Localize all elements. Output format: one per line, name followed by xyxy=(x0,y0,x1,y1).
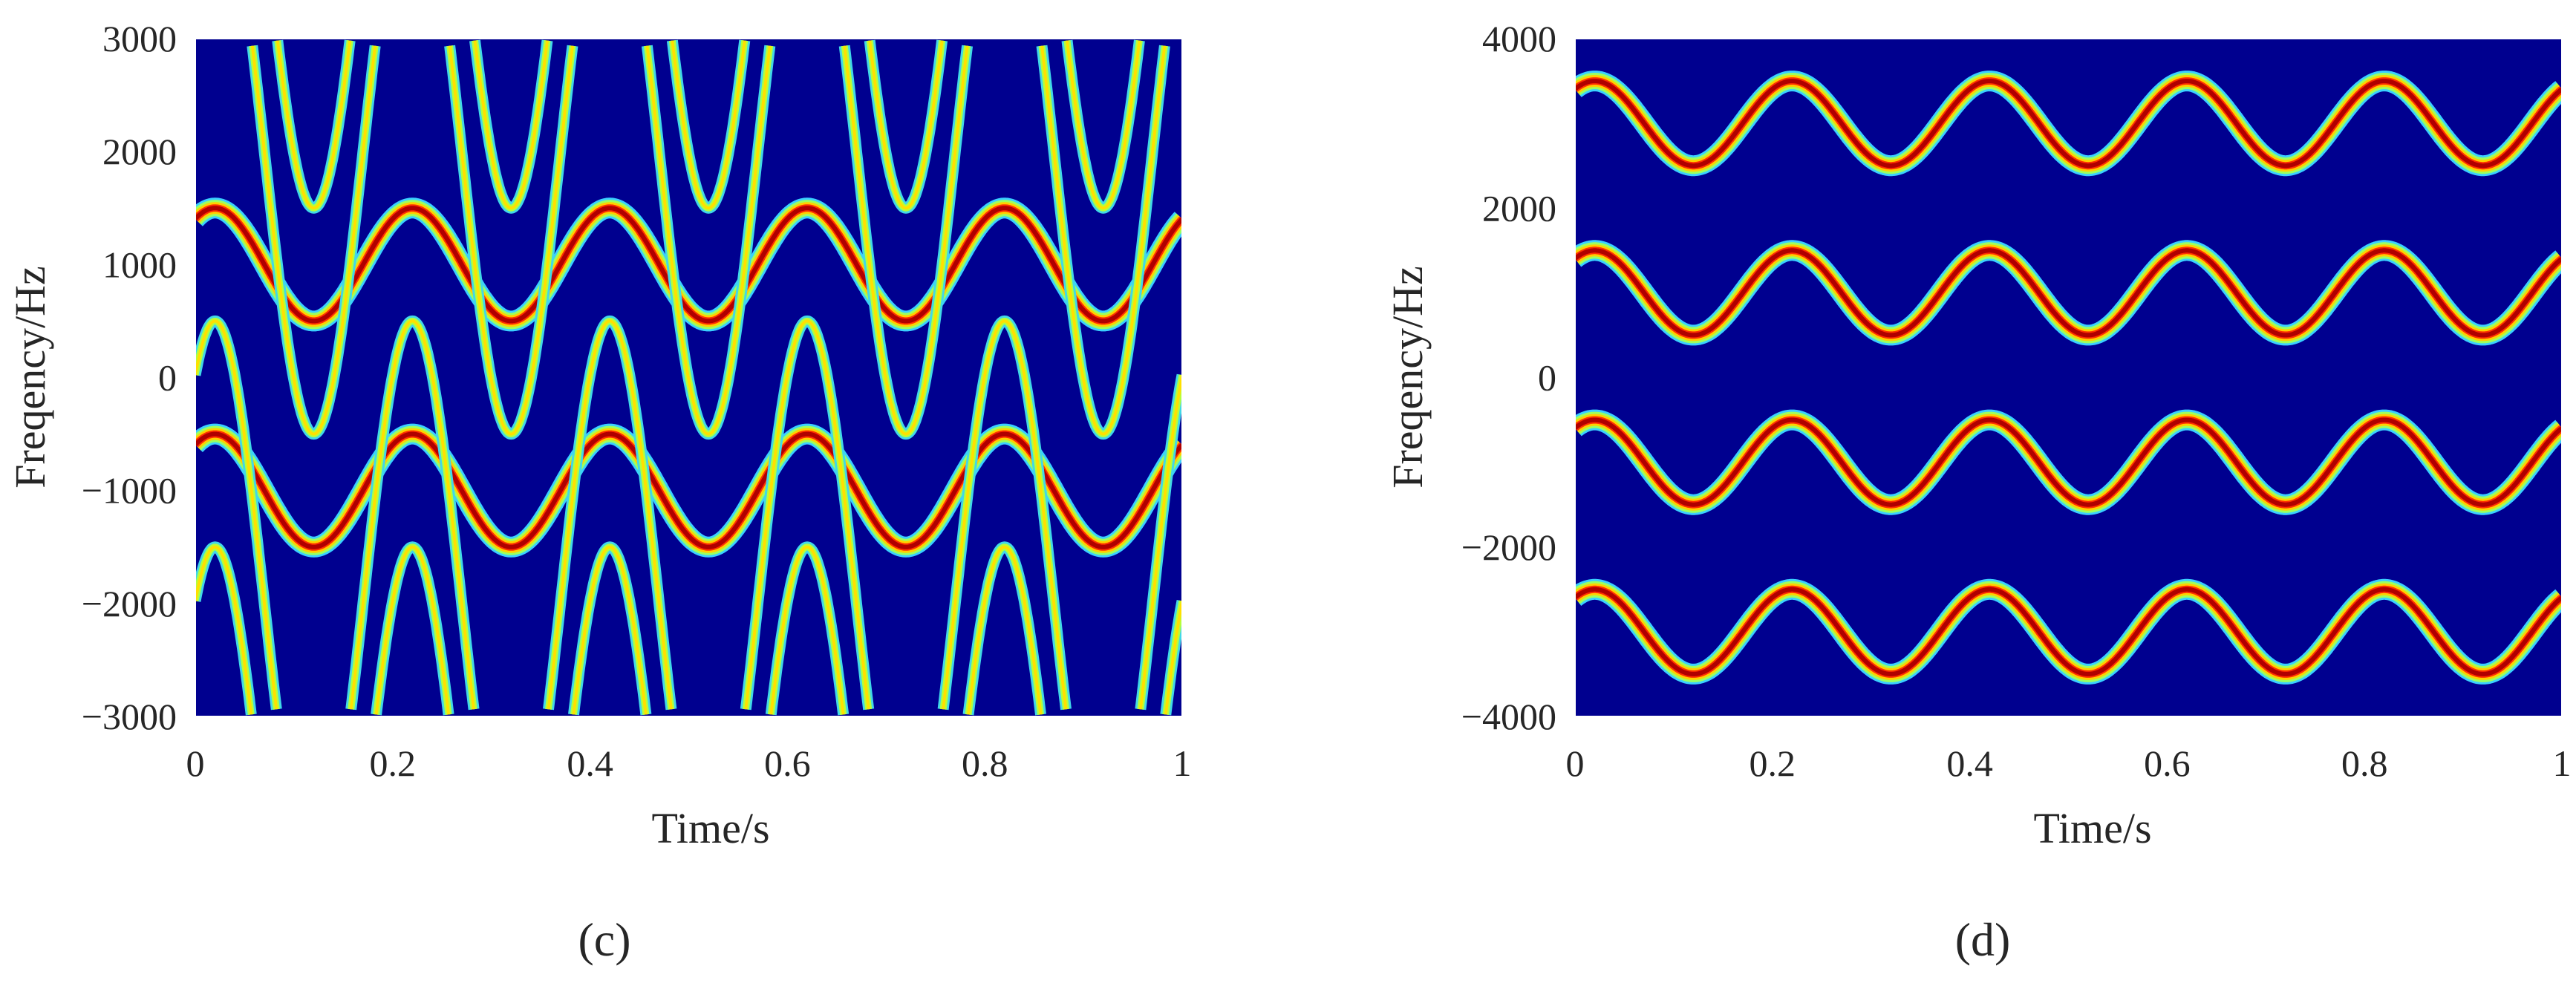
y-tick-label: 4000 xyxy=(1482,18,1556,59)
plot-area-frame xyxy=(1574,38,2563,717)
y-tick-label: 1000 xyxy=(102,244,177,285)
y-tick-label: −2000 xyxy=(82,583,177,624)
ridge-series-2 xyxy=(195,45,1182,716)
chart-panel-d: 4000 2000 0 −2000 −4000 0 0.2 0.4 0.6 0.8 1 Freqe… xyxy=(1383,18,2572,966)
ridge-series-2 xyxy=(1575,409,2562,515)
x-tick-labels: 0 0.2 0.4 0.6 0.8 1 xyxy=(186,742,1192,784)
y-tick-label: −4000 xyxy=(1461,696,1556,737)
y-tick-label: 0 xyxy=(1538,357,1556,399)
x-tick-label: 0.8 xyxy=(2341,742,2388,784)
x-tick-label: 0.2 xyxy=(1750,742,1796,784)
ridge-band xyxy=(1575,248,2562,338)
y-tick-label: 3000 xyxy=(102,18,177,59)
x-tick-label: 0.6 xyxy=(764,742,811,784)
x-axis-label: Time/s xyxy=(651,804,769,852)
x-tick-label: 1 xyxy=(2553,742,2572,784)
x-tick-label: 0.4 xyxy=(567,742,613,784)
x-tick-label: 0.6 xyxy=(2144,742,2191,784)
panel-label: (c) xyxy=(578,913,630,966)
y-tick-label: 2000 xyxy=(102,131,177,172)
x-tick-labels: 0 0.2 0.4 0.6 0.8 1 xyxy=(1566,742,2572,784)
ridge-series-3 xyxy=(1575,578,2562,685)
y-tick-label: −3000 xyxy=(82,696,177,737)
y-axis-label: Freqency/Hz xyxy=(1383,266,1432,489)
y-tick-label: 2000 xyxy=(1482,187,1556,229)
ridge-series-1 xyxy=(1575,240,2562,346)
x-tick-label: 0.4 xyxy=(1946,742,1993,784)
ridge-band xyxy=(1575,79,2562,169)
ridge-band xyxy=(1575,587,2562,676)
y-tick-labels: 4000 2000 0 −2000 −4000 xyxy=(1461,18,1556,737)
x-tick-label: 0 xyxy=(1566,742,1585,784)
x-tick-label: 0 xyxy=(186,742,205,784)
ridge-band xyxy=(195,40,1182,710)
y-tick-label: 0 xyxy=(158,357,177,399)
y-tick-label: −1000 xyxy=(82,470,177,512)
ridge-layer xyxy=(195,39,1182,716)
x-tick-label: 1 xyxy=(1173,742,1192,784)
ridge-series-0 xyxy=(1575,71,2562,177)
y-axis-label: Freqency/Hz xyxy=(6,266,54,489)
x-tick-label: 0.8 xyxy=(962,742,1008,784)
plot-area-frame xyxy=(195,38,1183,717)
x-axis-label: Time/s xyxy=(2033,804,2151,852)
ridge-band xyxy=(1575,417,2562,507)
y-tick-label: −2000 xyxy=(1461,526,1556,568)
ridge-layer xyxy=(1575,71,2562,685)
x-tick-label: 0.2 xyxy=(370,742,417,784)
ridge-series-1 xyxy=(195,423,1182,558)
ridge-series-0 xyxy=(195,197,1182,332)
ridge-series-3 xyxy=(195,39,1182,711)
ridge-band xyxy=(195,206,1182,324)
y-tick-labels: 3000 2000 1000 0 −1000 −2000 −3000 xyxy=(82,18,177,737)
panel-label: (d) xyxy=(1955,913,2011,966)
ridge-band xyxy=(195,431,1182,549)
ridge-band xyxy=(195,45,1182,715)
